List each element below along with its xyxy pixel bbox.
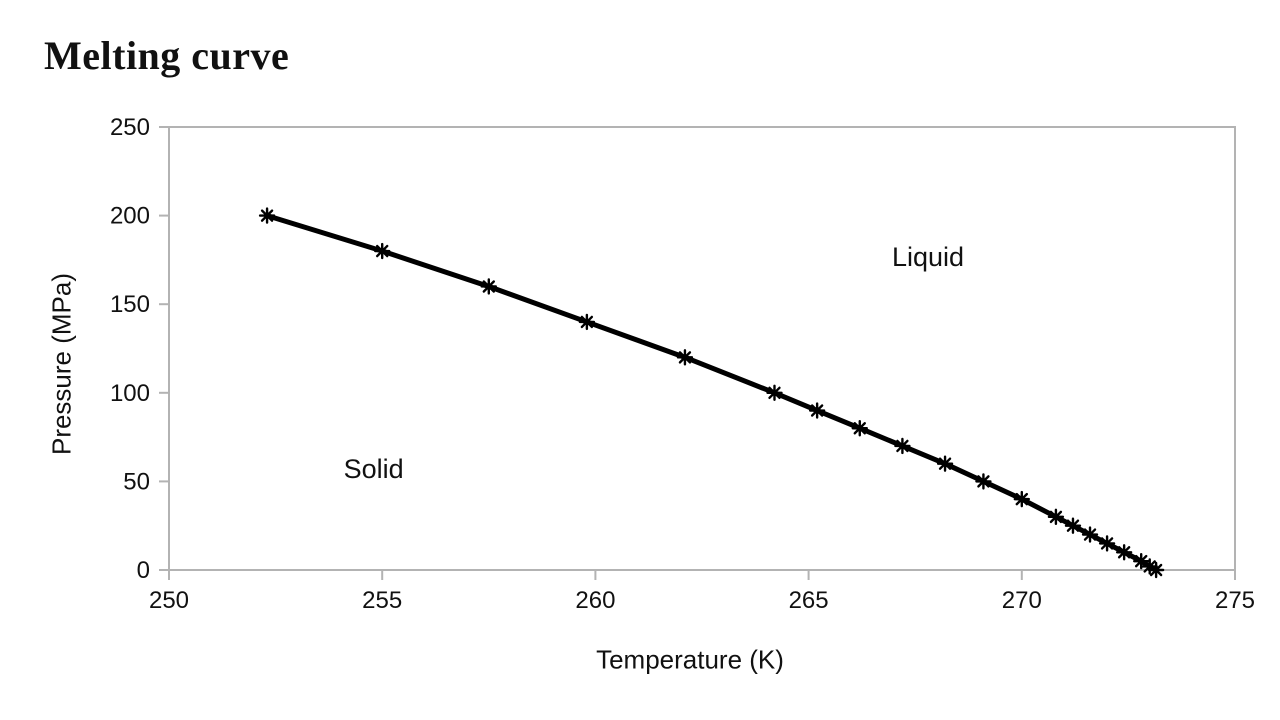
x-tick-label: 270	[1002, 587, 1042, 614]
data-point-marker	[374, 242, 391, 260]
data-point-marker	[1147, 561, 1165, 579]
chart-title: Melting curve	[44, 33, 290, 78]
data-point-marker	[676, 349, 694, 366]
data-point-marker	[578, 313, 596, 331]
y-tick-label: 150	[110, 291, 150, 318]
x-tick-label: 250	[149, 587, 189, 614]
data-point-marker	[1098, 535, 1116, 552]
data-point-marker	[1141, 558, 1158, 575]
data-point-marker	[1132, 552, 1150, 570]
y-tick-label: 250	[110, 114, 150, 141]
data-point-marker	[936, 455, 954, 472]
data-point-marker	[851, 420, 868, 437]
y-axis-title: Pressure (MPa)	[46, 272, 77, 456]
data-point-marker	[1081, 526, 1099, 543]
plot-border	[168, 126, 1236, 571]
y-tick-label: 100	[110, 380, 150, 407]
data-point-marker	[1013, 490, 1030, 508]
x-tick-label: 260	[575, 587, 615, 614]
x-axis-title: Temperature (K)	[596, 644, 784, 675]
x-tick-label: 255	[362, 587, 402, 614]
y-tick-label: 0	[137, 557, 150, 584]
region-label-liquid: Liquid	[892, 242, 964, 272]
data-point-marker	[975, 473, 992, 490]
data-point-marker	[1064, 517, 1082, 534]
region-label-solid: Solid	[344, 454, 404, 484]
x-tick-label: 265	[789, 587, 829, 614]
melting-curve-line	[264, 213, 1159, 573]
data-point-marker	[480, 278, 497, 295]
data-point-marker	[766, 384, 783, 401]
data-point-marker	[808, 402, 826, 419]
data-point-marker	[258, 207, 276, 224]
x-tick-label: 275	[1215, 587, 1255, 614]
y-tick-label: 50	[123, 468, 150, 495]
y-tick-label: 200	[110, 203, 150, 230]
data-point-marker	[1047, 508, 1065, 526]
data-point-marker	[1115, 544, 1133, 561]
data-point-marker	[894, 437, 911, 455]
